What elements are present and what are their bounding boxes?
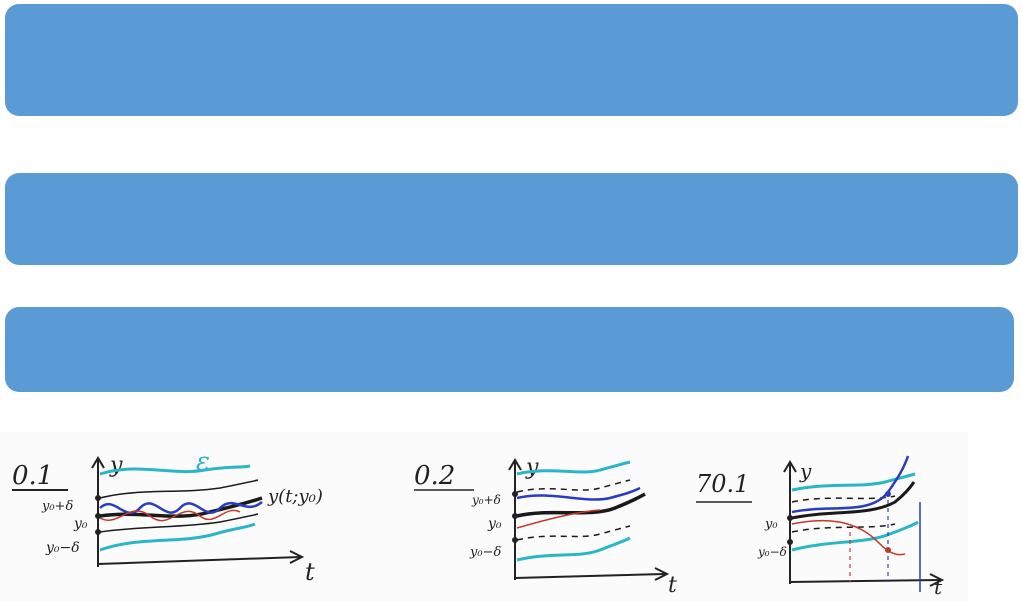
- panel2-epsilon-lower: [516, 536, 631, 562]
- panel1-t-label: t: [305, 558, 315, 586]
- panel2-lower-label: y₀−δ: [469, 545, 501, 560]
- panel1-solution-curve: [99, 496, 263, 518]
- content-block-1: [5, 4, 1018, 116]
- panel2-delta-lower: [516, 525, 631, 541]
- panel2-epsilon-upper: [516, 460, 631, 476]
- panel1-lower-label: y₀−δ: [45, 540, 80, 556]
- sketch-panel-1: 0.1 y t ε y₀+δ y₀ y₀−δ: [12, 447, 323, 586]
- panel1-epsilon: ε: [196, 447, 210, 477]
- panel2-perturbed-blue: [516, 486, 641, 501]
- panel1-center-label: y₀: [73, 516, 88, 532]
- panel1-t-axis: [97, 556, 301, 565]
- panel1-delta-upper: [99, 479, 259, 499]
- panel3-point-center: [787, 515, 793, 521]
- panel3-epsilon-lower: [791, 520, 919, 552]
- panel1-point-upper: [95, 495, 101, 501]
- panel3-point-blue: [885, 491, 891, 497]
- panel3-delta-upper: [791, 495, 896, 503]
- stability-sketches: 0.1 y t ε y₀+δ y₀ y₀−δ: [0, 432, 968, 602]
- panel1-label: 0.1: [12, 461, 53, 491]
- content-block-2: [5, 173, 1018, 265]
- panel2-y-label: y: [525, 455, 539, 480]
- panel1-curve-label: y(t;y₀): [267, 486, 323, 507]
- panel2-point-center: [512, 513, 518, 519]
- panel3-epsilon-upper: [791, 472, 916, 492]
- panel3-center-label: y₀: [764, 517, 778, 532]
- panel3-solution-curve: [791, 481, 916, 520]
- panel2-y-arrow: [508, 458, 522, 471]
- panel2-center-label: y₀: [487, 516, 502, 532]
- panel3-label: 70.1: [696, 470, 749, 498]
- panel2-upper-label: y₀+δ: [471, 493, 501, 507]
- panel1-delta-lower: [99, 513, 259, 533]
- panel2-point-lower: [512, 537, 518, 543]
- panel2-point-upper: [512, 491, 518, 497]
- panel3-t-axis: [789, 579, 941, 583]
- panel1-upper-label: y₀+δ: [41, 499, 73, 514]
- panel1-point-lower: [95, 529, 101, 535]
- panel2-solution-curve: [516, 492, 646, 518]
- panel3-y-arrow: [783, 460, 797, 473]
- sketches-svg: 0.1 y t ε y₀+δ y₀ y₀−δ: [12, 447, 945, 599]
- panel2-label: 0.2: [414, 461, 455, 491]
- panel1-y-label: y: [109, 453, 123, 478]
- panel3-t-label: t: [934, 575, 943, 599]
- panel3-delta-lower: [791, 523, 896, 533]
- panel3-point-lower: [787, 539, 793, 545]
- panel2-perturbed-red: [516, 509, 601, 529]
- panel2-t-axis: [514, 573, 666, 579]
- panel3-y-label: y: [799, 459, 812, 483]
- panel1-point-center: [95, 513, 101, 519]
- panel3-t-arrow: [929, 573, 945, 587]
- panel2-delta-upper: [516, 479, 631, 493]
- panel3-lower-label: y₀−δ: [757, 545, 787, 559]
- panel2-t-arrow: [654, 567, 670, 581]
- panel1-perturbed-blue: [99, 500, 263, 515]
- panel1-epsilon-upper: [99, 464, 251, 476]
- panel2-t-label: t: [668, 573, 677, 598]
- sketch-panel-3: 70.1 y t y₀ y₀−δ: [696, 455, 945, 599]
- panel1-t-arrow: [289, 550, 305, 564]
- panel3-perturbed-red: [791, 519, 906, 556]
- content-block-3: [5, 307, 1014, 392]
- panel3-point-red: [885, 547, 891, 553]
- panel1-y-arrow: [91, 456, 105, 469]
- panel1-perturbed-red: [99, 509, 241, 522]
- sketch-panel-2: 0.2 y t y₀+δ y₀ y₀−δ: [414, 455, 677, 598]
- panel1-epsilon-lower: [99, 522, 256, 552]
